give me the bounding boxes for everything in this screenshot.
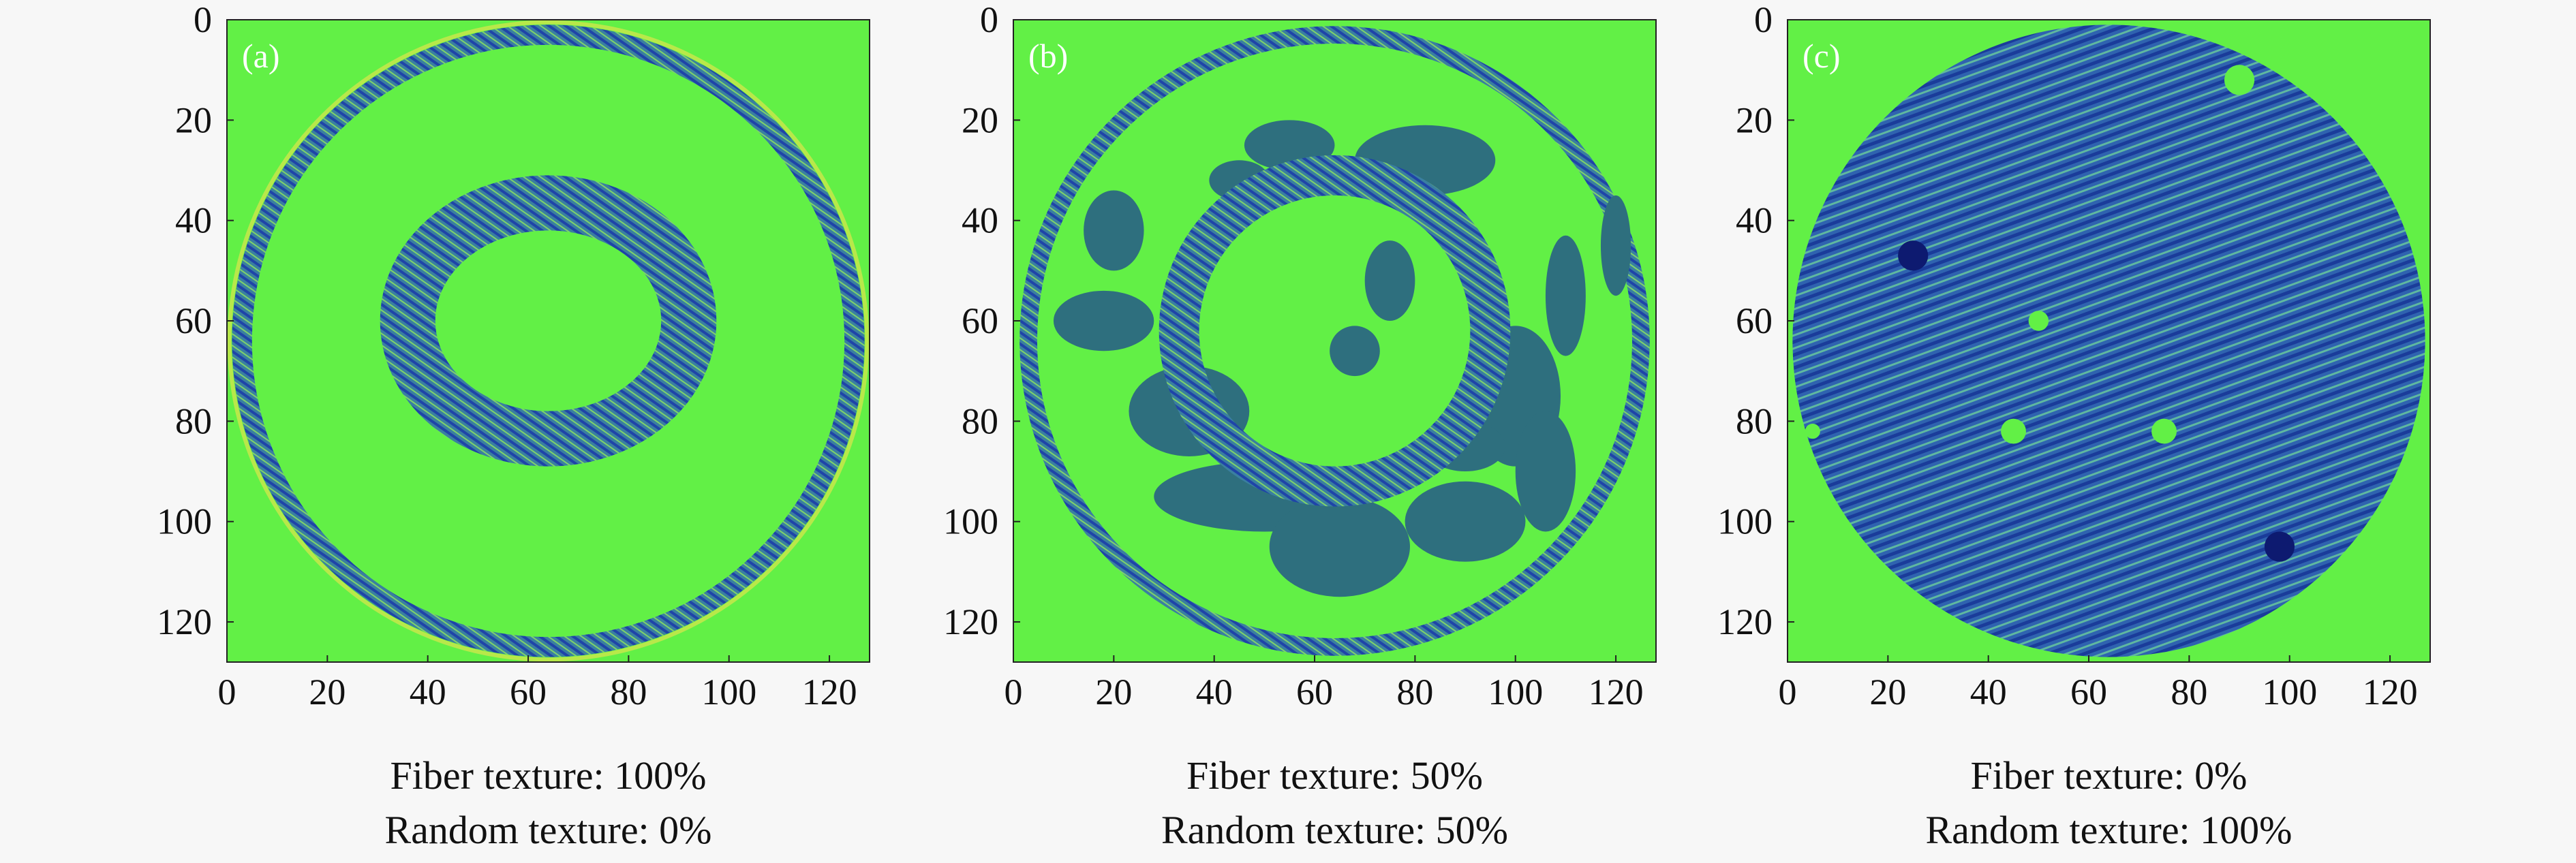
texture-blob	[1269, 496, 1411, 597]
texture-spot	[2151, 418, 2177, 444]
y-tick-label: 60	[962, 300, 998, 341]
texture-ring	[380, 175, 717, 467]
caption: Fiber texture: 0%	[1971, 753, 2248, 798]
texture-ring	[227, 20, 870, 662]
plot-frame	[1013, 19, 1657, 663]
image-panel	[1013, 20, 1656, 662]
caption: Fiber texture: 100%	[390, 753, 707, 798]
y-tick-label: 40	[962, 200, 998, 241]
x-tick-label: 0	[1779, 672, 1797, 712]
texture-blob	[1405, 481, 1526, 562]
texture-ring	[1159, 155, 1511, 507]
image-panel	[227, 20, 870, 662]
y-tick-label: 20	[175, 99, 212, 140]
x-tick-label: 120	[2363, 672, 2418, 712]
x-tick-label: 40	[1196, 672, 1233, 712]
caption: Fiber texture: 50%	[1186, 753, 1483, 798]
y-tick-label: 60	[1736, 300, 1773, 341]
x-tick-label: 60	[2070, 672, 2107, 712]
x-tick-label: 120	[1589, 672, 1644, 712]
texture-blob	[1364, 240, 1415, 321]
y-tick-label: 60	[175, 300, 212, 341]
y-tick-label: 0	[1754, 0, 1773, 40]
y-tick-label: 80	[175, 401, 212, 441]
texture-spot	[1898, 240, 1929, 271]
plot-frame	[1787, 19, 2431, 663]
y-tick-label: 0	[194, 0, 212, 40]
texture-blob	[1515, 411, 1576, 532]
image-panel	[1788, 20, 2430, 662]
texture-spot	[2028, 311, 2049, 331]
x-tick-label: 80	[2171, 672, 2207, 712]
texture-disk	[1792, 25, 2425, 657]
texture-spot	[1805, 424, 1820, 439]
texture-spot	[2001, 418, 2026, 444]
x-tick-label: 20	[1095, 672, 1132, 712]
panel-label: (c)	[1803, 37, 1841, 75]
y-tick-label: 120	[1717, 601, 1773, 642]
x-tick-label: 100	[701, 672, 756, 712]
x-tick-label: 80	[610, 672, 647, 712]
texture-blob	[1084, 190, 1144, 271]
y-tick-label: 100	[157, 501, 212, 542]
y-tick-label: 0	[980, 0, 998, 40]
panel-label: (a)	[242, 37, 280, 75]
x-tick-label: 80	[1396, 672, 1433, 712]
texture-blob	[1053, 290, 1154, 351]
x-tick-label: 0	[1005, 672, 1023, 712]
x-tick-label: 20	[309, 672, 346, 712]
x-tick-label: 0	[218, 672, 236, 712]
x-tick-label: 100	[2262, 672, 2317, 712]
texture-spot	[2264, 531, 2295, 562]
plot-frame	[226, 19, 870, 663]
y-tick-label: 40	[1736, 200, 1773, 241]
y-tick-label: 100	[943, 501, 998, 542]
texture-ring	[1019, 26, 1650, 656]
y-tick-label: 120	[943, 601, 998, 642]
y-tick-label: 80	[1736, 401, 1773, 441]
y-tick-label: 40	[175, 200, 212, 241]
texture-blob	[1600, 195, 1631, 296]
texture-blob	[1545, 235, 1586, 356]
y-tick-label: 80	[962, 401, 998, 441]
x-tick-label: 120	[802, 672, 857, 712]
caption: Random texture: 0%	[384, 808, 711, 852]
y-tick-label: 120	[157, 601, 212, 642]
y-tick-label: 20	[1736, 99, 1773, 140]
x-tick-label: 60	[510, 672, 547, 712]
texture-blob	[1330, 326, 1380, 377]
x-tick-label: 40	[410, 672, 446, 712]
x-tick-label: 60	[1296, 672, 1333, 712]
texture-ring	[232, 25, 865, 657]
x-tick-label: 100	[1488, 672, 1543, 712]
y-tick-label: 20	[962, 99, 998, 140]
y-tick-label: 100	[1717, 501, 1773, 542]
x-tick-label: 20	[1869, 672, 1906, 712]
panel-label: (b)	[1028, 37, 1068, 75]
caption: Random texture: 100%	[1925, 808, 2292, 852]
texture-spot	[2224, 65, 2255, 95]
x-tick-label: 40	[1970, 672, 2007, 712]
caption: Random texture: 50%	[1161, 808, 1508, 852]
